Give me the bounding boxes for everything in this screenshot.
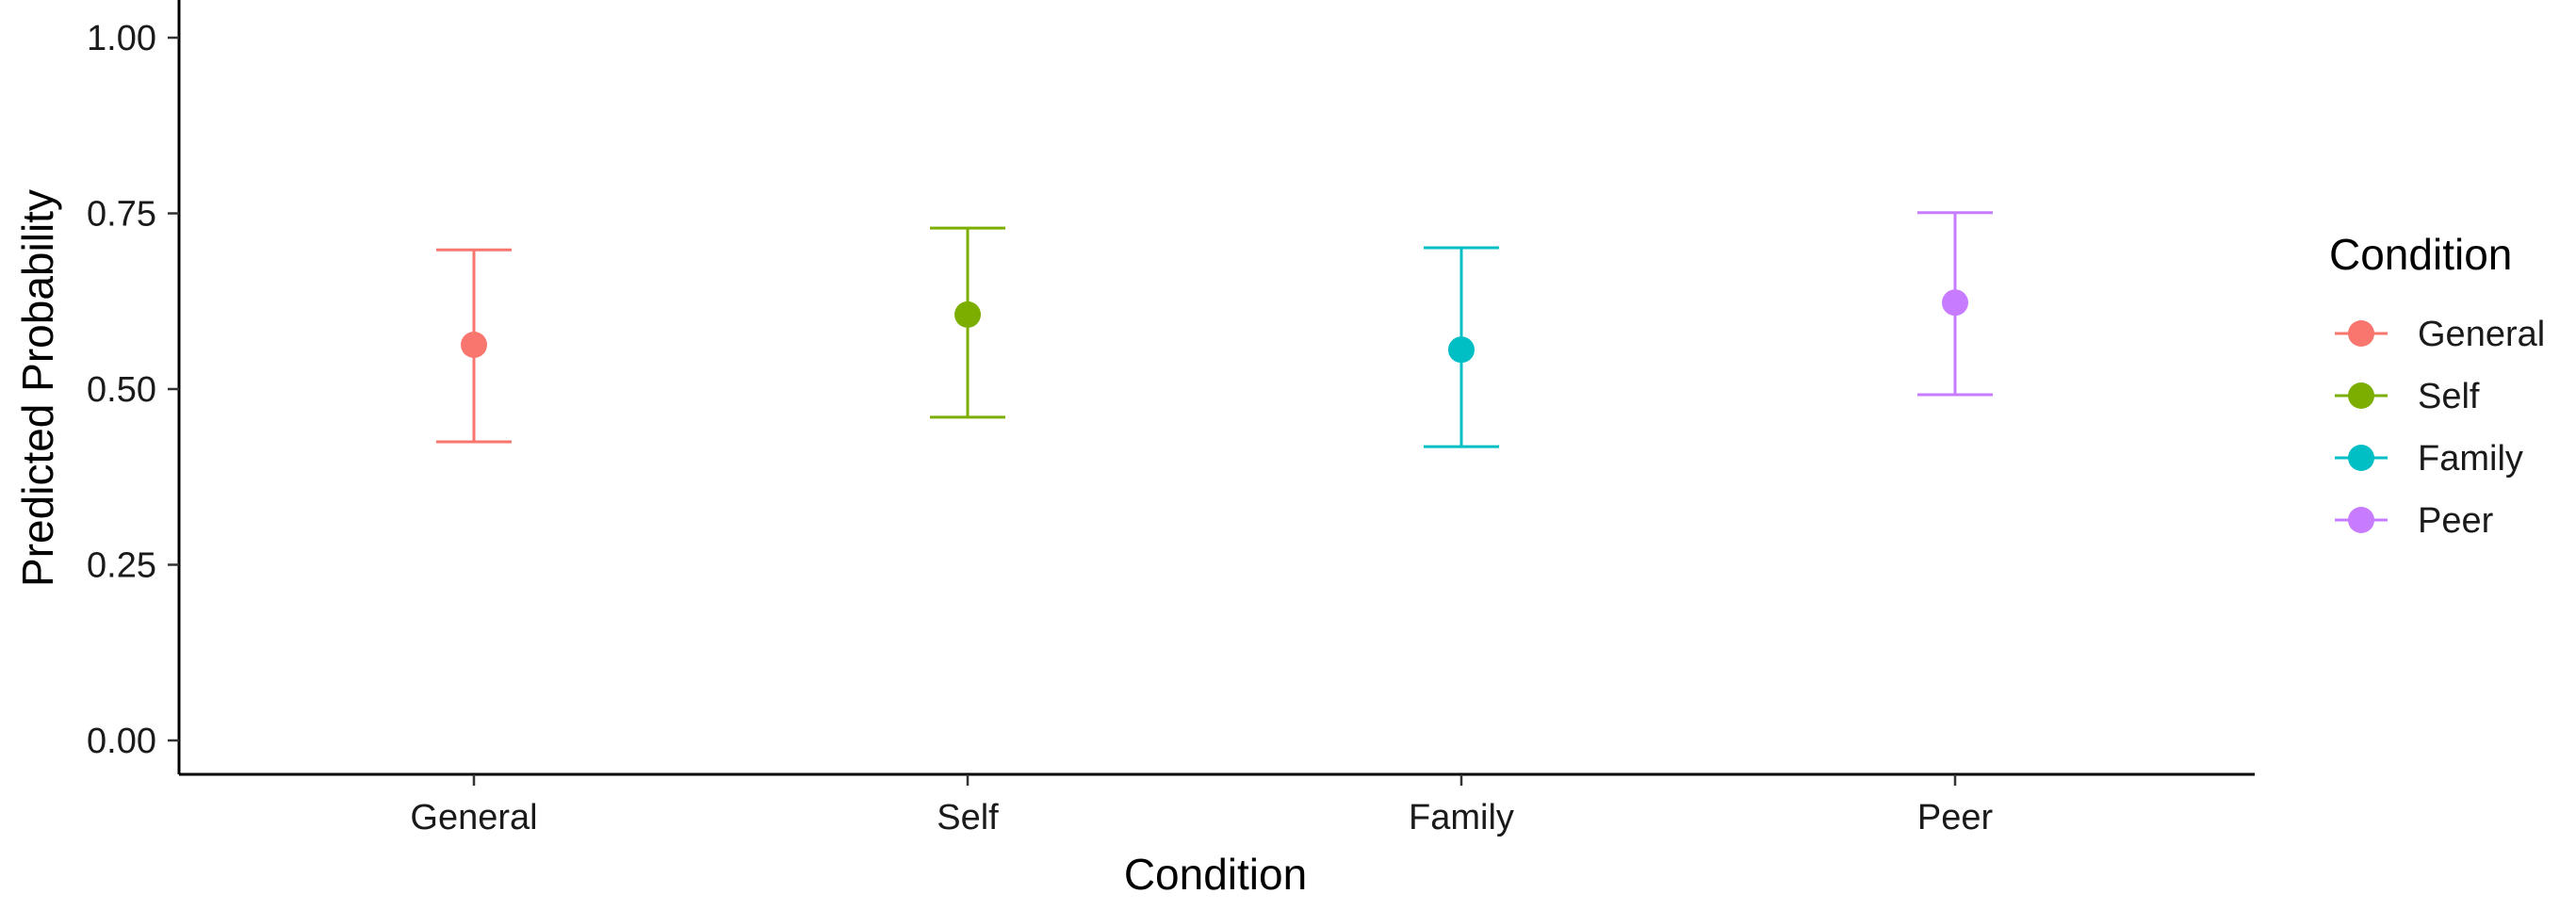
y-axis-title: Predicted Probability (13, 189, 62, 587)
legend-label: Self (2418, 377, 2480, 416)
series-peer (1917, 211, 1993, 397)
data-point (954, 301, 981, 328)
legend-item-peer: Peer (2335, 501, 2494, 541)
legend-label: Family (2418, 439, 2523, 479)
x-axis-title: Condition (1124, 850, 1307, 899)
legend-title: Condition (2329, 230, 2512, 279)
y-tick-label: 0.25 (87, 546, 156, 586)
series-self (930, 226, 1005, 419)
y-axis: 0.00 0.25 0.50 0.75 1.00 (87, 0, 181, 774)
legend-key-point (2348, 320, 2374, 347)
x-axis: General Self Family Peer (179, 772, 2255, 837)
legend-label: Peer (2418, 501, 2494, 541)
data-point (1448, 336, 1475, 364)
series-family (1424, 246, 1499, 448)
y-tick-label: 0.75 (87, 195, 156, 235)
y-tick-label: 1.00 (87, 19, 156, 58)
legend-label: General (2418, 315, 2545, 354)
y-tick-label: 0.50 (87, 370, 156, 410)
legend-key-point (2348, 507, 2374, 533)
series-general (436, 248, 512, 444)
legend-item-family: Family (2335, 439, 2523, 479)
data-marks (436, 211, 1993, 448)
data-point (1942, 289, 1968, 317)
legend-item-general: General (2335, 315, 2545, 354)
x-tick-label: Family (1409, 798, 1514, 837)
x-tick-label: Peer (1917, 798, 1994, 837)
legend-key-point (2348, 382, 2374, 409)
data-point (461, 332, 487, 359)
x-tick-label: Self (937, 798, 999, 837)
legend-key-point (2348, 445, 2374, 471)
y-tick-label: 0.00 (87, 722, 156, 761)
legend-item-self: Self (2335, 377, 2480, 416)
x-tick-label: General (410, 798, 537, 837)
legend: Condition General Self Family Peer (2329, 230, 2545, 541)
